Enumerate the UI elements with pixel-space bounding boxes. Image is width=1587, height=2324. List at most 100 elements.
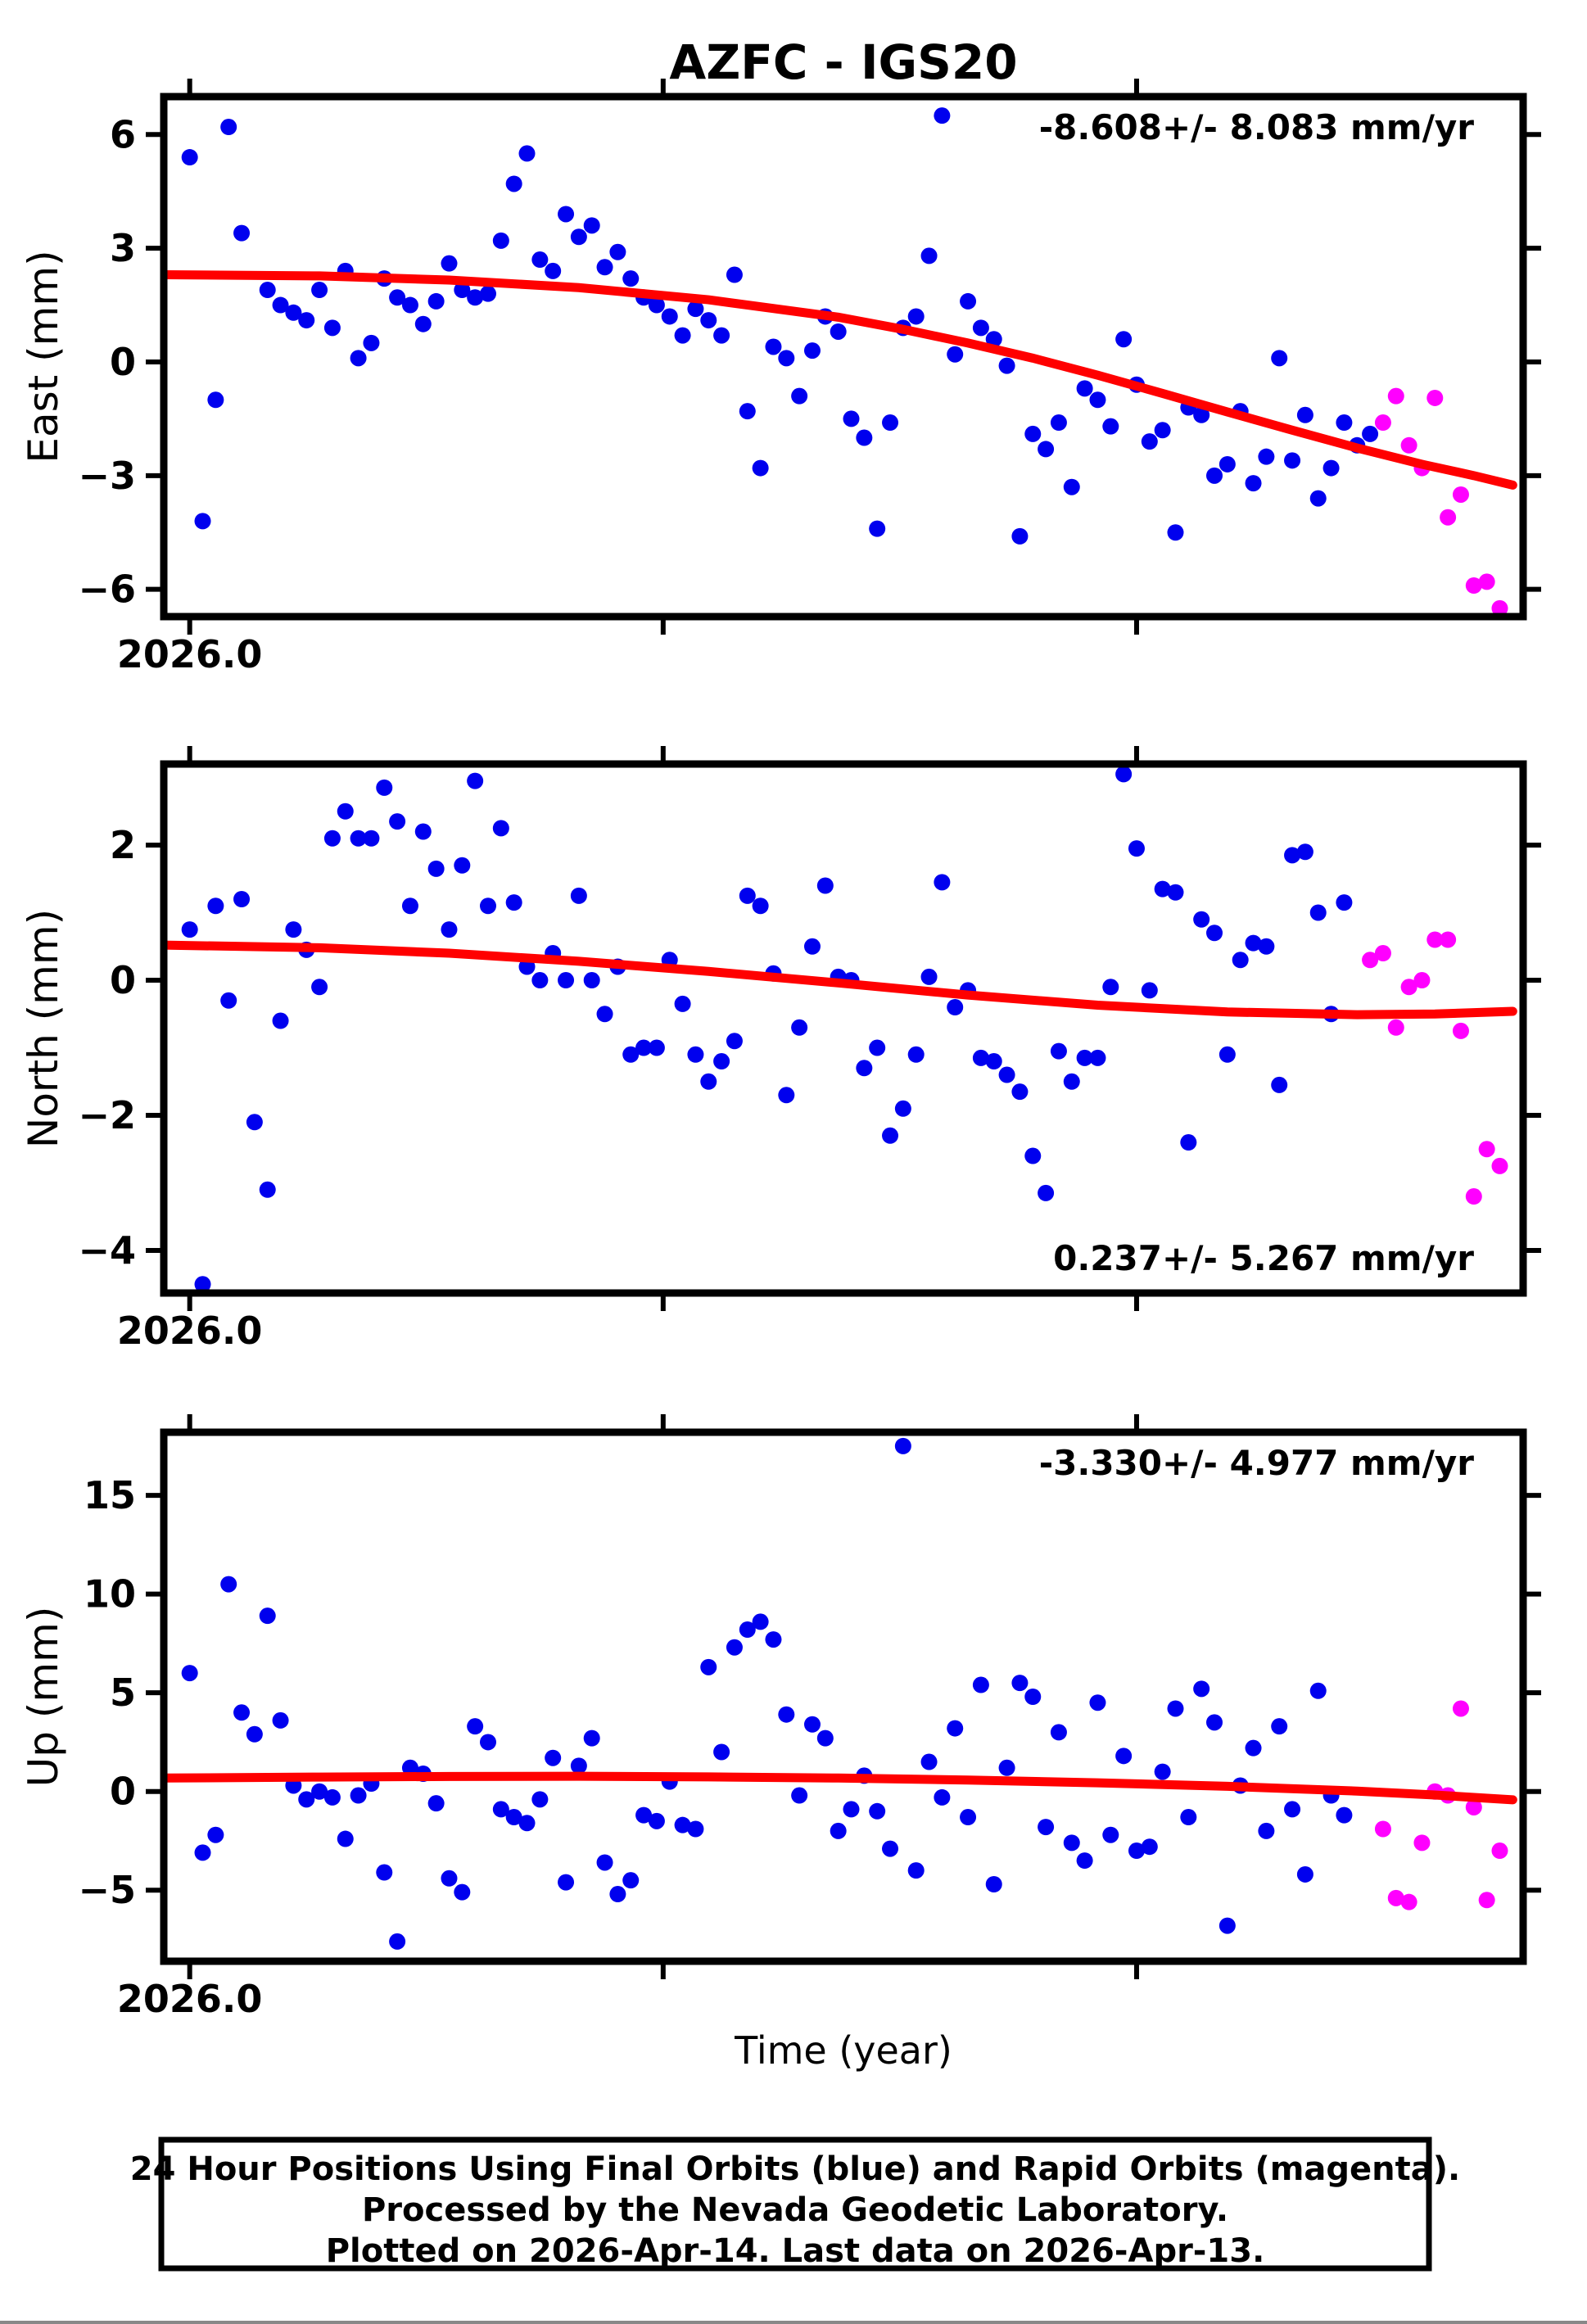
data-point-final bbox=[713, 1743, 730, 1761]
data-point-final bbox=[1284, 452, 1301, 469]
data-point-rapid bbox=[1452, 1700, 1469, 1717]
plot-frame bbox=[160, 760, 1527, 1297]
data-point-final bbox=[220, 119, 237, 136]
data-point-final bbox=[492, 820, 509, 837]
data-point-final bbox=[337, 1830, 354, 1847]
data-point-final bbox=[635, 1806, 653, 1824]
data-point-final bbox=[856, 1060, 873, 1077]
final-orbit-points bbox=[181, 766, 1353, 1293]
data-point-final bbox=[985, 1875, 1002, 1892]
data-point-final bbox=[1245, 475, 1262, 492]
data-point-final bbox=[791, 387, 808, 405]
data-point-final bbox=[531, 1791, 549, 1808]
data-point-final bbox=[1050, 1724, 1067, 1741]
data-point-rapid bbox=[1374, 1820, 1391, 1838]
data-point-final bbox=[1167, 884, 1184, 901]
data-point-final bbox=[583, 1729, 600, 1747]
data-point-rapid bbox=[1465, 577, 1482, 595]
data-point-final bbox=[648, 296, 665, 314]
data-point-final bbox=[454, 282, 471, 299]
data-point-final bbox=[1038, 1184, 1055, 1201]
data-point-rapid bbox=[1426, 931, 1444, 948]
data-point-final bbox=[803, 1716, 821, 1733]
data-point-final bbox=[376, 779, 393, 796]
data-point-rapid bbox=[1426, 389, 1444, 406]
data-point-final bbox=[1089, 1694, 1106, 1711]
data-point-final bbox=[856, 429, 873, 446]
plot-title: AZFC - IGS20 bbox=[669, 34, 1017, 90]
data-point-rapid bbox=[1387, 387, 1404, 405]
data-point-final bbox=[687, 1046, 704, 1063]
data-point-final bbox=[220, 992, 237, 1009]
data-point-final bbox=[1245, 1739, 1262, 1757]
data-point-final bbox=[1011, 527, 1029, 545]
data-point-final bbox=[570, 887, 587, 904]
data-point-final bbox=[427, 1795, 445, 1812]
data-point-rapid bbox=[1465, 1188, 1482, 1205]
data-point-final bbox=[454, 1883, 471, 1901]
data-point-final bbox=[1193, 1680, 1210, 1698]
data-point-final bbox=[947, 999, 964, 1016]
data-point-final bbox=[596, 1854, 613, 1871]
data-point-final bbox=[1076, 380, 1093, 397]
data-point-final bbox=[272, 296, 289, 314]
data-point-final bbox=[1050, 1042, 1067, 1060]
data-point-final bbox=[985, 1053, 1002, 1070]
data-point-final bbox=[739, 1621, 756, 1639]
data-point-final bbox=[713, 327, 730, 344]
data-point-final bbox=[972, 319, 989, 337]
data-point-final bbox=[609, 1886, 626, 1903]
data-point-rapid bbox=[1491, 1157, 1508, 1174]
north-ticks bbox=[146, 746, 1541, 1311]
data-point-final bbox=[1309, 490, 1327, 507]
data-point-final bbox=[194, 1844, 211, 1861]
data-point-final bbox=[960, 292, 977, 310]
data-point-final bbox=[752, 1613, 769, 1630]
data-point-rapid bbox=[1478, 1892, 1495, 1909]
data-point-final bbox=[920, 1753, 938, 1770]
data-point-final bbox=[467, 1718, 484, 1735]
data-point-final bbox=[1128, 1842, 1145, 1860]
data-point-final bbox=[220, 1576, 237, 1593]
data-point-final bbox=[1038, 1819, 1055, 1836]
data-point-final bbox=[830, 323, 847, 340]
data-point-final bbox=[934, 1788, 951, 1806]
data-point-final bbox=[479, 285, 496, 302]
data-point-final bbox=[1076, 1852, 1093, 1870]
data-point-final bbox=[843, 410, 860, 427]
x-tick-label: 2026.0 bbox=[117, 632, 263, 676]
y-tick-label: 6 bbox=[110, 112, 136, 156]
data-point-final bbox=[583, 972, 600, 989]
data-point-final bbox=[700, 1073, 717, 1090]
data-point-final bbox=[363, 334, 380, 351]
data-point-final bbox=[622, 1872, 640, 1889]
data-point-final bbox=[1296, 1865, 1313, 1883]
data-point-final bbox=[233, 224, 251, 242]
data-point-final bbox=[1063, 1073, 1080, 1090]
data-point-final bbox=[285, 921, 302, 938]
data-point-final bbox=[1050, 414, 1067, 432]
data-point-final bbox=[894, 1100, 911, 1117]
data-point-final bbox=[259, 1181, 276, 1198]
up-panel: 15 10 5 0 −5 2026.0 Up (mm) -3.330+/- 4.977 mm/… bbox=[20, 1414, 1541, 2021]
data-point-final bbox=[1296, 843, 1313, 861]
data-point-final bbox=[1115, 1748, 1133, 1765]
data-point-final bbox=[622, 270, 640, 287]
data-point-final bbox=[1309, 904, 1327, 921]
data-point-final bbox=[558, 972, 575, 989]
data-point-rapid bbox=[1452, 486, 1469, 503]
data-point-final bbox=[934, 107, 951, 124]
y-tick-label: 10 bbox=[84, 1572, 136, 1616]
data-point-final bbox=[816, 1729, 834, 1747]
data-point-final bbox=[972, 1676, 989, 1693]
data-point-final bbox=[259, 282, 276, 299]
data-point-final bbox=[350, 1787, 367, 1804]
data-point-final bbox=[298, 1791, 315, 1808]
data-point-final bbox=[869, 1802, 886, 1820]
data-point-rapid bbox=[1452, 1022, 1469, 1039]
data-point-final bbox=[233, 891, 251, 908]
data-point-final bbox=[1102, 979, 1119, 996]
data-point-final bbox=[907, 1862, 925, 1879]
data-point-final bbox=[1322, 459, 1340, 477]
rapid-orbit-points bbox=[1362, 931, 1508, 1205]
